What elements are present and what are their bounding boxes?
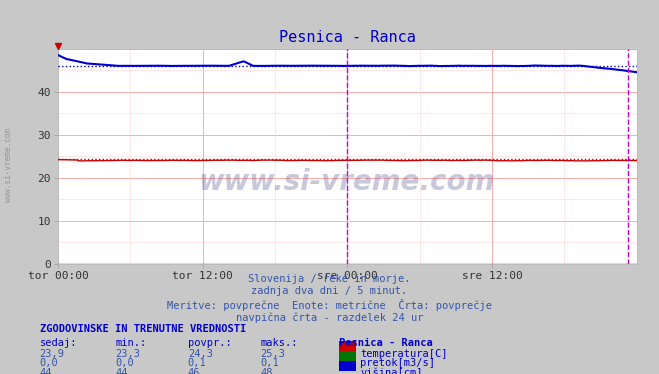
Text: 0,0: 0,0 bbox=[115, 358, 134, 368]
Title: Pesnica - Ranca: Pesnica - Ranca bbox=[279, 30, 416, 45]
Text: Meritve: povprečne  Enote: metrične  Črta: povprečje: Meritve: povprečne Enote: metrične Črta:… bbox=[167, 299, 492, 311]
Text: 44: 44 bbox=[115, 368, 128, 374]
Text: maks.:: maks.: bbox=[260, 338, 298, 349]
Text: temperatura[C]: temperatura[C] bbox=[360, 349, 448, 359]
Text: pretok[m3/s]: pretok[m3/s] bbox=[360, 358, 436, 368]
Text: www.si-vreme.com: www.si-vreme.com bbox=[199, 168, 496, 196]
Text: 25,3: 25,3 bbox=[260, 349, 285, 359]
Text: povpr.:: povpr.: bbox=[188, 338, 231, 349]
Text: min.:: min.: bbox=[115, 338, 146, 349]
Text: višina[cm]: višina[cm] bbox=[360, 368, 423, 374]
Text: 0,0: 0,0 bbox=[40, 358, 58, 368]
Text: www.si-vreme.com: www.si-vreme.com bbox=[4, 128, 13, 202]
Text: ZGODOVINSKE IN TRENUTNE VREDNOSTI: ZGODOVINSKE IN TRENUTNE VREDNOSTI bbox=[40, 324, 246, 334]
Text: zadnja dva dni / 5 minut.: zadnja dva dni / 5 minut. bbox=[251, 286, 408, 296]
Text: 46: 46 bbox=[188, 368, 200, 374]
Text: navpična črta - razdelek 24 ur: navpična črta - razdelek 24 ur bbox=[236, 312, 423, 323]
Text: 0,1: 0,1 bbox=[188, 358, 206, 368]
Text: Slovenija / reke in morje.: Slovenija / reke in morje. bbox=[248, 274, 411, 284]
Text: 23,9: 23,9 bbox=[40, 349, 65, 359]
Text: 48: 48 bbox=[260, 368, 273, 374]
Text: 24,3: 24,3 bbox=[188, 349, 213, 359]
Text: 0,1: 0,1 bbox=[260, 358, 279, 368]
Text: 23,3: 23,3 bbox=[115, 349, 140, 359]
Text: sedaj:: sedaj: bbox=[40, 338, 77, 349]
Text: 44: 44 bbox=[40, 368, 52, 374]
Text: Pesnica - Ranca: Pesnica - Ranca bbox=[339, 338, 433, 349]
